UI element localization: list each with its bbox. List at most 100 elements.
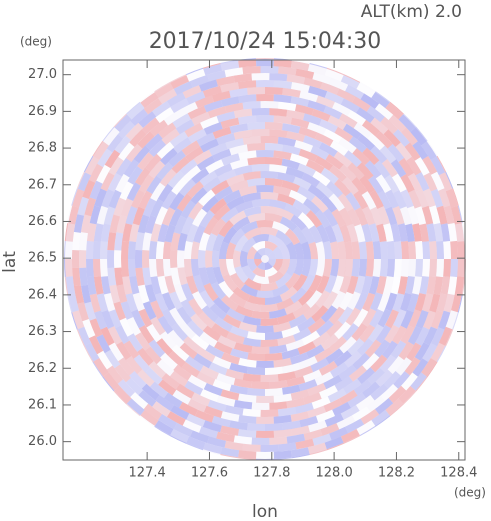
echo-cell [161,373,180,390]
echo-cell [71,250,80,268]
echo-cell [145,346,162,365]
echo-cell [100,259,108,277]
echo-cell [117,120,135,139]
echo-cell [130,392,149,410]
echo-cell [243,206,262,217]
echo-cell [323,398,343,413]
echo-cell [400,292,412,312]
echo-cell [128,259,137,277]
echo-cell [190,187,208,205]
echo-cell [229,292,247,308]
echo-cell [303,429,323,441]
echo-cell [457,294,463,313]
echo-cell [106,365,124,384]
echo-cell [273,357,292,368]
echo-cell [186,275,199,295]
echo-cell [85,259,94,278]
echo-cell [122,223,133,242]
echo-cell [357,367,376,385]
echo-cell [322,291,338,310]
echo-cell [308,85,328,98]
echo-cell [301,172,321,188]
echo-cell [292,226,308,245]
echo-cell [307,122,327,135]
echo-cell [235,304,254,318]
x-tick-label: 127.4 [129,466,166,481]
echo-cell [347,208,361,227]
echo-cell [381,159,398,178]
echo-cell [114,267,124,286]
echo-cell [276,207,294,221]
echo-cell [400,309,414,329]
echo-cell [421,205,434,225]
echo-cell [170,98,190,113]
echo-cell [414,206,427,225]
echo-cell [320,82,340,95]
echo-cell [255,430,275,439]
echo-cell [354,224,366,243]
echo-cell [445,171,454,189]
echo-cell [384,174,400,194]
echo-cell [196,371,216,386]
echo-cell [332,401,351,417]
echo-cell [269,436,288,445]
echo-cell [239,250,249,268]
echo-cell [108,309,122,329]
echo-cell [368,223,380,242]
echo-cell [247,331,265,341]
echo-cell [247,423,265,432]
echo-cell [294,140,314,153]
echo-cell [324,224,337,243]
echo-cell [319,119,338,133]
echo-cell [192,291,208,310]
echo-cell [185,355,204,372]
y-tick-label: 26.9 [28,104,57,119]
echo-cell [148,139,167,157]
echo-cell [415,172,430,192]
echo-cell [205,233,218,252]
echo-cell [170,429,190,443]
echo-cell [393,259,402,277]
echo-cell [364,160,382,179]
echo-cell [362,353,380,371]
echo-cell [461,276,466,295]
echo-cell [277,172,296,183]
echo-cell [415,241,424,259]
echo-cell [265,213,283,223]
echo-cell [421,141,437,160]
echo-cell [415,126,428,142]
echo-cell [307,184,326,201]
echo-cell [209,198,227,215]
echo-cell [359,175,376,194]
echo-cell [208,142,228,156]
echo-cell [65,241,73,259]
echo-cell [288,189,307,204]
echo-cell [186,91,206,105]
echo-cell [324,275,337,294]
echo-cell [376,275,387,295]
echo-cell [342,177,359,195]
echo-cell [193,149,212,165]
y-tick-label: 26.5 [28,251,57,266]
echo-cell [278,442,297,452]
echo-cell [103,293,116,312]
echo-cell [323,128,343,144]
echo-cell [217,169,237,183]
echo-cell [267,251,277,259]
echo-cell [407,326,423,345]
echo-cell [433,223,444,242]
echo-cell [347,162,365,180]
y-unit: (deg) [20,35,52,49]
x-tick-label: 128.0 [316,466,353,481]
echo-cell [379,354,397,373]
echo-cell [388,385,407,404]
echo-cell [253,259,263,267]
echo-cell [334,178,351,197]
echo-cell [159,168,177,187]
echo-cell [221,295,239,311]
echo-cell [125,143,143,162]
echo-cell [207,106,227,119]
echo-cell [114,386,132,404]
echo-cell [256,150,274,158]
echo-cell [278,259,291,276]
